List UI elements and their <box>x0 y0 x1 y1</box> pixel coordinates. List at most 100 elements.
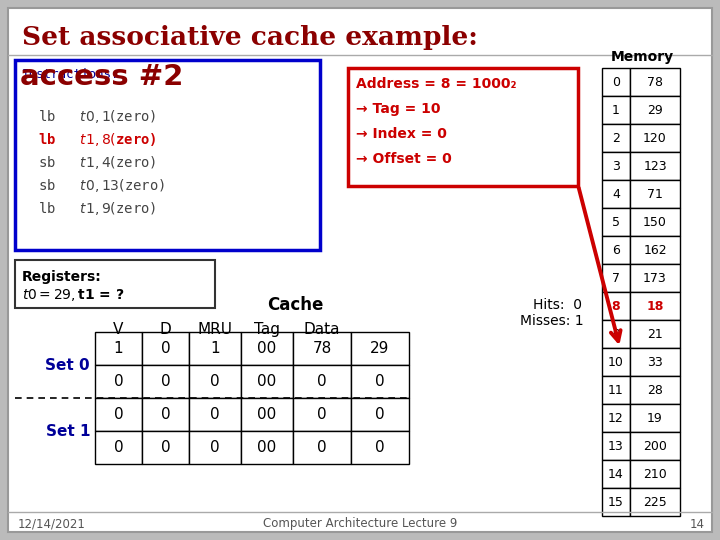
Text: lb   $t1, 8($zero): lb $t1, 8($zero) <box>38 131 156 148</box>
Text: $t0 = 29, $t1 = ?: $t0 = 29, $t1 = ? <box>22 287 125 303</box>
Text: 0: 0 <box>161 341 171 356</box>
Bar <box>602 348 630 376</box>
Text: Set 1: Set 1 <box>45 423 90 438</box>
Text: V: V <box>113 322 124 337</box>
Text: Tag: Tag <box>254 322 280 337</box>
Text: 29: 29 <box>647 104 663 117</box>
Text: 33: 33 <box>647 355 663 368</box>
Bar <box>142 365 189 398</box>
Bar <box>630 320 680 348</box>
Bar <box>293 365 351 398</box>
Bar <box>95 398 142 431</box>
Text: 210: 210 <box>643 468 667 481</box>
Bar <box>351 365 409 398</box>
Bar <box>189 431 241 464</box>
Bar <box>630 348 680 376</box>
Text: 13: 13 <box>608 440 624 453</box>
Bar <box>602 152 630 180</box>
Text: 173: 173 <box>643 272 667 285</box>
Text: 11: 11 <box>608 383 624 396</box>
Text: lb   $t0, 1($zero): lb $t0, 1($zero) <box>38 108 156 125</box>
Text: access #2: access #2 <box>20 63 184 91</box>
Text: 14: 14 <box>690 517 705 530</box>
Text: Misses: 1: Misses: 1 <box>520 314 584 328</box>
Text: 0: 0 <box>375 440 384 455</box>
Bar <box>602 208 630 236</box>
Bar <box>630 432 680 460</box>
Text: 0: 0 <box>114 440 123 455</box>
Text: sb   $t0, 13($zero): sb $t0, 13($zero) <box>38 177 165 194</box>
Text: 123: 123 <box>643 159 667 172</box>
Bar <box>602 292 630 320</box>
Bar <box>602 432 630 460</box>
Text: → Offset = 0: → Offset = 0 <box>356 152 451 166</box>
Text: 1: 1 <box>210 341 220 356</box>
Bar <box>602 180 630 208</box>
Text: 0: 0 <box>161 374 171 389</box>
Text: Data: Data <box>304 322 341 337</box>
Bar <box>630 96 680 124</box>
Text: 00: 00 <box>257 374 276 389</box>
Bar <box>602 236 630 264</box>
Text: 18: 18 <box>647 300 664 313</box>
Text: MRU: MRU <box>197 322 233 337</box>
Text: Registers:: Registers: <box>22 270 102 284</box>
Text: 1: 1 <box>114 341 123 356</box>
Text: 00: 00 <box>257 341 276 356</box>
Text: 8: 8 <box>612 300 621 313</box>
Text: 71: 71 <box>647 187 663 200</box>
Text: 225: 225 <box>643 496 667 509</box>
Bar <box>602 68 630 96</box>
Bar <box>630 460 680 488</box>
Text: Instructions:: Instructions: <box>22 68 120 81</box>
Text: 28: 28 <box>647 383 663 396</box>
Bar <box>95 332 142 365</box>
Bar <box>348 68 578 186</box>
Text: 6: 6 <box>612 244 620 256</box>
Text: 15: 15 <box>608 496 624 509</box>
Bar <box>630 264 680 292</box>
Text: 12/14/2021: 12/14/2021 <box>18 517 86 530</box>
Bar <box>602 376 630 404</box>
Bar <box>602 96 630 124</box>
Bar <box>95 431 142 464</box>
Bar <box>630 180 680 208</box>
Text: 29: 29 <box>370 341 390 356</box>
Text: sb   $t1, 4($zero): sb $t1, 4($zero) <box>38 154 156 171</box>
Bar <box>293 431 351 464</box>
Text: Hits:  0: Hits: 0 <box>533 298 582 312</box>
Bar <box>630 68 680 96</box>
Bar <box>241 365 293 398</box>
Text: Computer Architecture Lecture 9: Computer Architecture Lecture 9 <box>263 517 457 530</box>
Bar <box>142 398 189 431</box>
Text: D: D <box>160 322 171 337</box>
Bar <box>630 152 680 180</box>
Text: 1: 1 <box>612 104 620 117</box>
Text: 9: 9 <box>612 327 620 341</box>
Bar <box>630 404 680 432</box>
Text: Set 0: Set 0 <box>45 357 90 373</box>
Text: 5: 5 <box>612 215 620 228</box>
Bar <box>602 488 630 516</box>
Text: Set associative cache example:: Set associative cache example: <box>22 25 478 51</box>
Text: 0: 0 <box>161 440 171 455</box>
Bar <box>602 320 630 348</box>
Bar <box>602 404 630 432</box>
Bar <box>189 365 241 398</box>
Text: 3: 3 <box>612 159 620 172</box>
Text: 0: 0 <box>210 407 220 422</box>
Text: → Tag = 10: → Tag = 10 <box>356 102 441 116</box>
Bar <box>630 236 680 264</box>
Text: 0: 0 <box>210 374 220 389</box>
Text: 0: 0 <box>318 407 327 422</box>
Text: 12: 12 <box>608 411 624 424</box>
Text: lb   $t1, 9($zero): lb $t1, 9($zero) <box>38 200 156 217</box>
Bar <box>241 431 293 464</box>
Bar <box>630 488 680 516</box>
Bar <box>241 398 293 431</box>
Bar <box>602 460 630 488</box>
Text: 0: 0 <box>375 374 384 389</box>
Text: 0: 0 <box>612 76 620 89</box>
Text: 78: 78 <box>647 76 663 89</box>
Text: 150: 150 <box>643 215 667 228</box>
